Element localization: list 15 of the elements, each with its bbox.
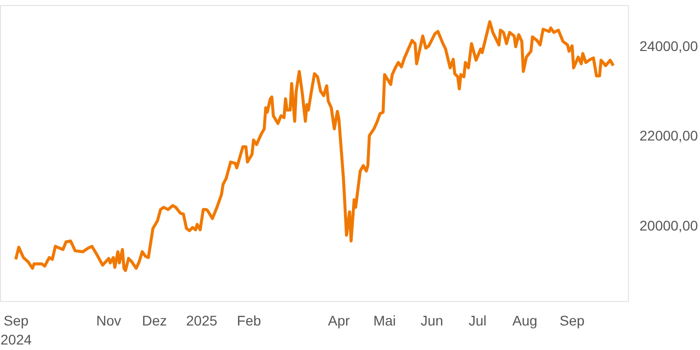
y-tick-label: 22000,00	[640, 128, 698, 144]
x-tick-label: Sep 2024	[0, 312, 32, 348]
y-tick-label: 20000,00	[640, 217, 698, 234]
y-tick-label: 24000,00	[640, 38, 698, 54]
x-tick-label: Nov	[96, 312, 122, 328]
line-series	[14, 20, 615, 272]
x-tick-label: Mai	[373, 312, 396, 328]
x-tick-label: Dez	[142, 312, 167, 328]
x-tick-label: Jun	[420, 312, 444, 328]
x-tick-label: Feb	[236, 312, 262, 328]
x-tick-label: Apr	[328, 312, 350, 328]
x-tick-label: Sep	[560, 312, 585, 328]
x-tick-label: 2025	[186, 312, 218, 328]
x-tick-label: Aug	[512, 312, 538, 328]
x-tick-label: Jul	[468, 312, 487, 328]
